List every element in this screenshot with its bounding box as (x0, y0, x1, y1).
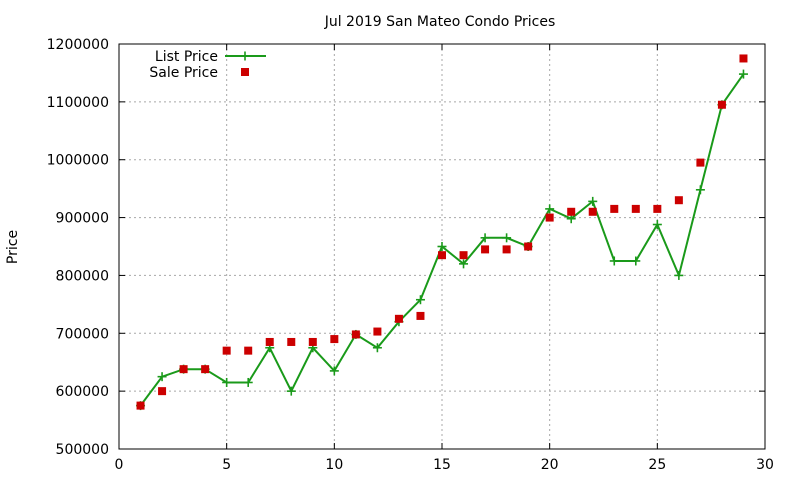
list-price-point (240, 51, 250, 61)
sale-price-point (717, 100, 726, 109)
sale-price-point (545, 213, 554, 222)
sale-price-point (308, 337, 317, 346)
y-tick-label: 1200000 (47, 37, 109, 53)
sale-price-point (567, 207, 576, 216)
sale-price-point (524, 242, 533, 251)
list-price-point (286, 386, 296, 396)
x-tick-label: 10 (325, 457, 343, 473)
list-price-point (459, 259, 469, 269)
sale-price-point (222, 346, 231, 355)
sale-price-point (502, 245, 511, 254)
x-tick-label: 30 (756, 457, 774, 473)
sale-price-point (438, 251, 446, 260)
sale-price-point (481, 245, 490, 254)
y-tick-label: 500000 (56, 442, 109, 458)
y-tick-label: 600000 (56, 384, 109, 400)
list-price-point (415, 295, 425, 305)
list-price-point (588, 196, 598, 206)
sale-price-point (265, 337, 274, 346)
y-tick-label: 1100000 (47, 95, 109, 111)
list-price-point (372, 343, 382, 353)
sale-price-point (416, 311, 425, 320)
sale-price-point (330, 335, 339, 344)
list-price-point (329, 366, 339, 376)
sale-price-point (201, 365, 210, 374)
list-price-point (609, 256, 619, 266)
sale-price-point (674, 196, 683, 205)
x-tick-label: 5 (222, 457, 231, 473)
chart-marks (136, 54, 748, 411)
x-tick-label: 20 (541, 457, 559, 473)
list-price-point (437, 242, 447, 251)
list-price-point (480, 233, 490, 243)
axis-ticks: 500000 600000 700000 800000 900000 1000000 110… (47, 37, 774, 473)
sale-price-point (244, 346, 253, 355)
sale-price-point (588, 207, 597, 216)
legend-label: List Price (155, 49, 218, 65)
sale-price-point (653, 204, 662, 213)
sale-price-point (158, 387, 167, 396)
list-price-point (652, 220, 662, 230)
list-price-point (157, 372, 167, 382)
y-tick-label: 700000 (56, 326, 109, 342)
sale-price-point (394, 314, 403, 323)
sale-price-point (459, 251, 468, 260)
y-tick-label: 900000 (56, 211, 109, 227)
sale-price-point (739, 54, 748, 63)
sale-price-point (136, 401, 145, 410)
list-price-point (738, 69, 748, 79)
list-price-point (243, 377, 253, 387)
y-tick-label: 800000 (56, 268, 109, 284)
sale-price-point (287, 337, 296, 346)
sale-price-point (351, 330, 360, 339)
sale-price-point (631, 204, 640, 213)
sale-price-point (241, 68, 249, 76)
chart-title: Jul 2019 San Mateo Condo Prices (324, 14, 556, 30)
sale-price-point (179, 365, 188, 374)
y-axis-label: Price (5, 230, 21, 264)
list-price-point (631, 256, 641, 266)
list-price-point (674, 270, 684, 280)
x-tick-label: 0 (115, 457, 124, 473)
legend-label: Sale Price (149, 65, 218, 81)
list-price-point (502, 233, 512, 243)
list-price-point (695, 185, 705, 195)
sale-price-point (696, 158, 705, 167)
sale-price-point (610, 204, 619, 213)
sale-price-point (373, 327, 382, 336)
x-tick-label: 15 (433, 457, 451, 473)
y-tick-label: 1000000 (47, 153, 109, 169)
list-price-point (545, 204, 555, 214)
list-price-point (222, 377, 232, 387)
x-tick-label: 25 (648, 457, 666, 473)
